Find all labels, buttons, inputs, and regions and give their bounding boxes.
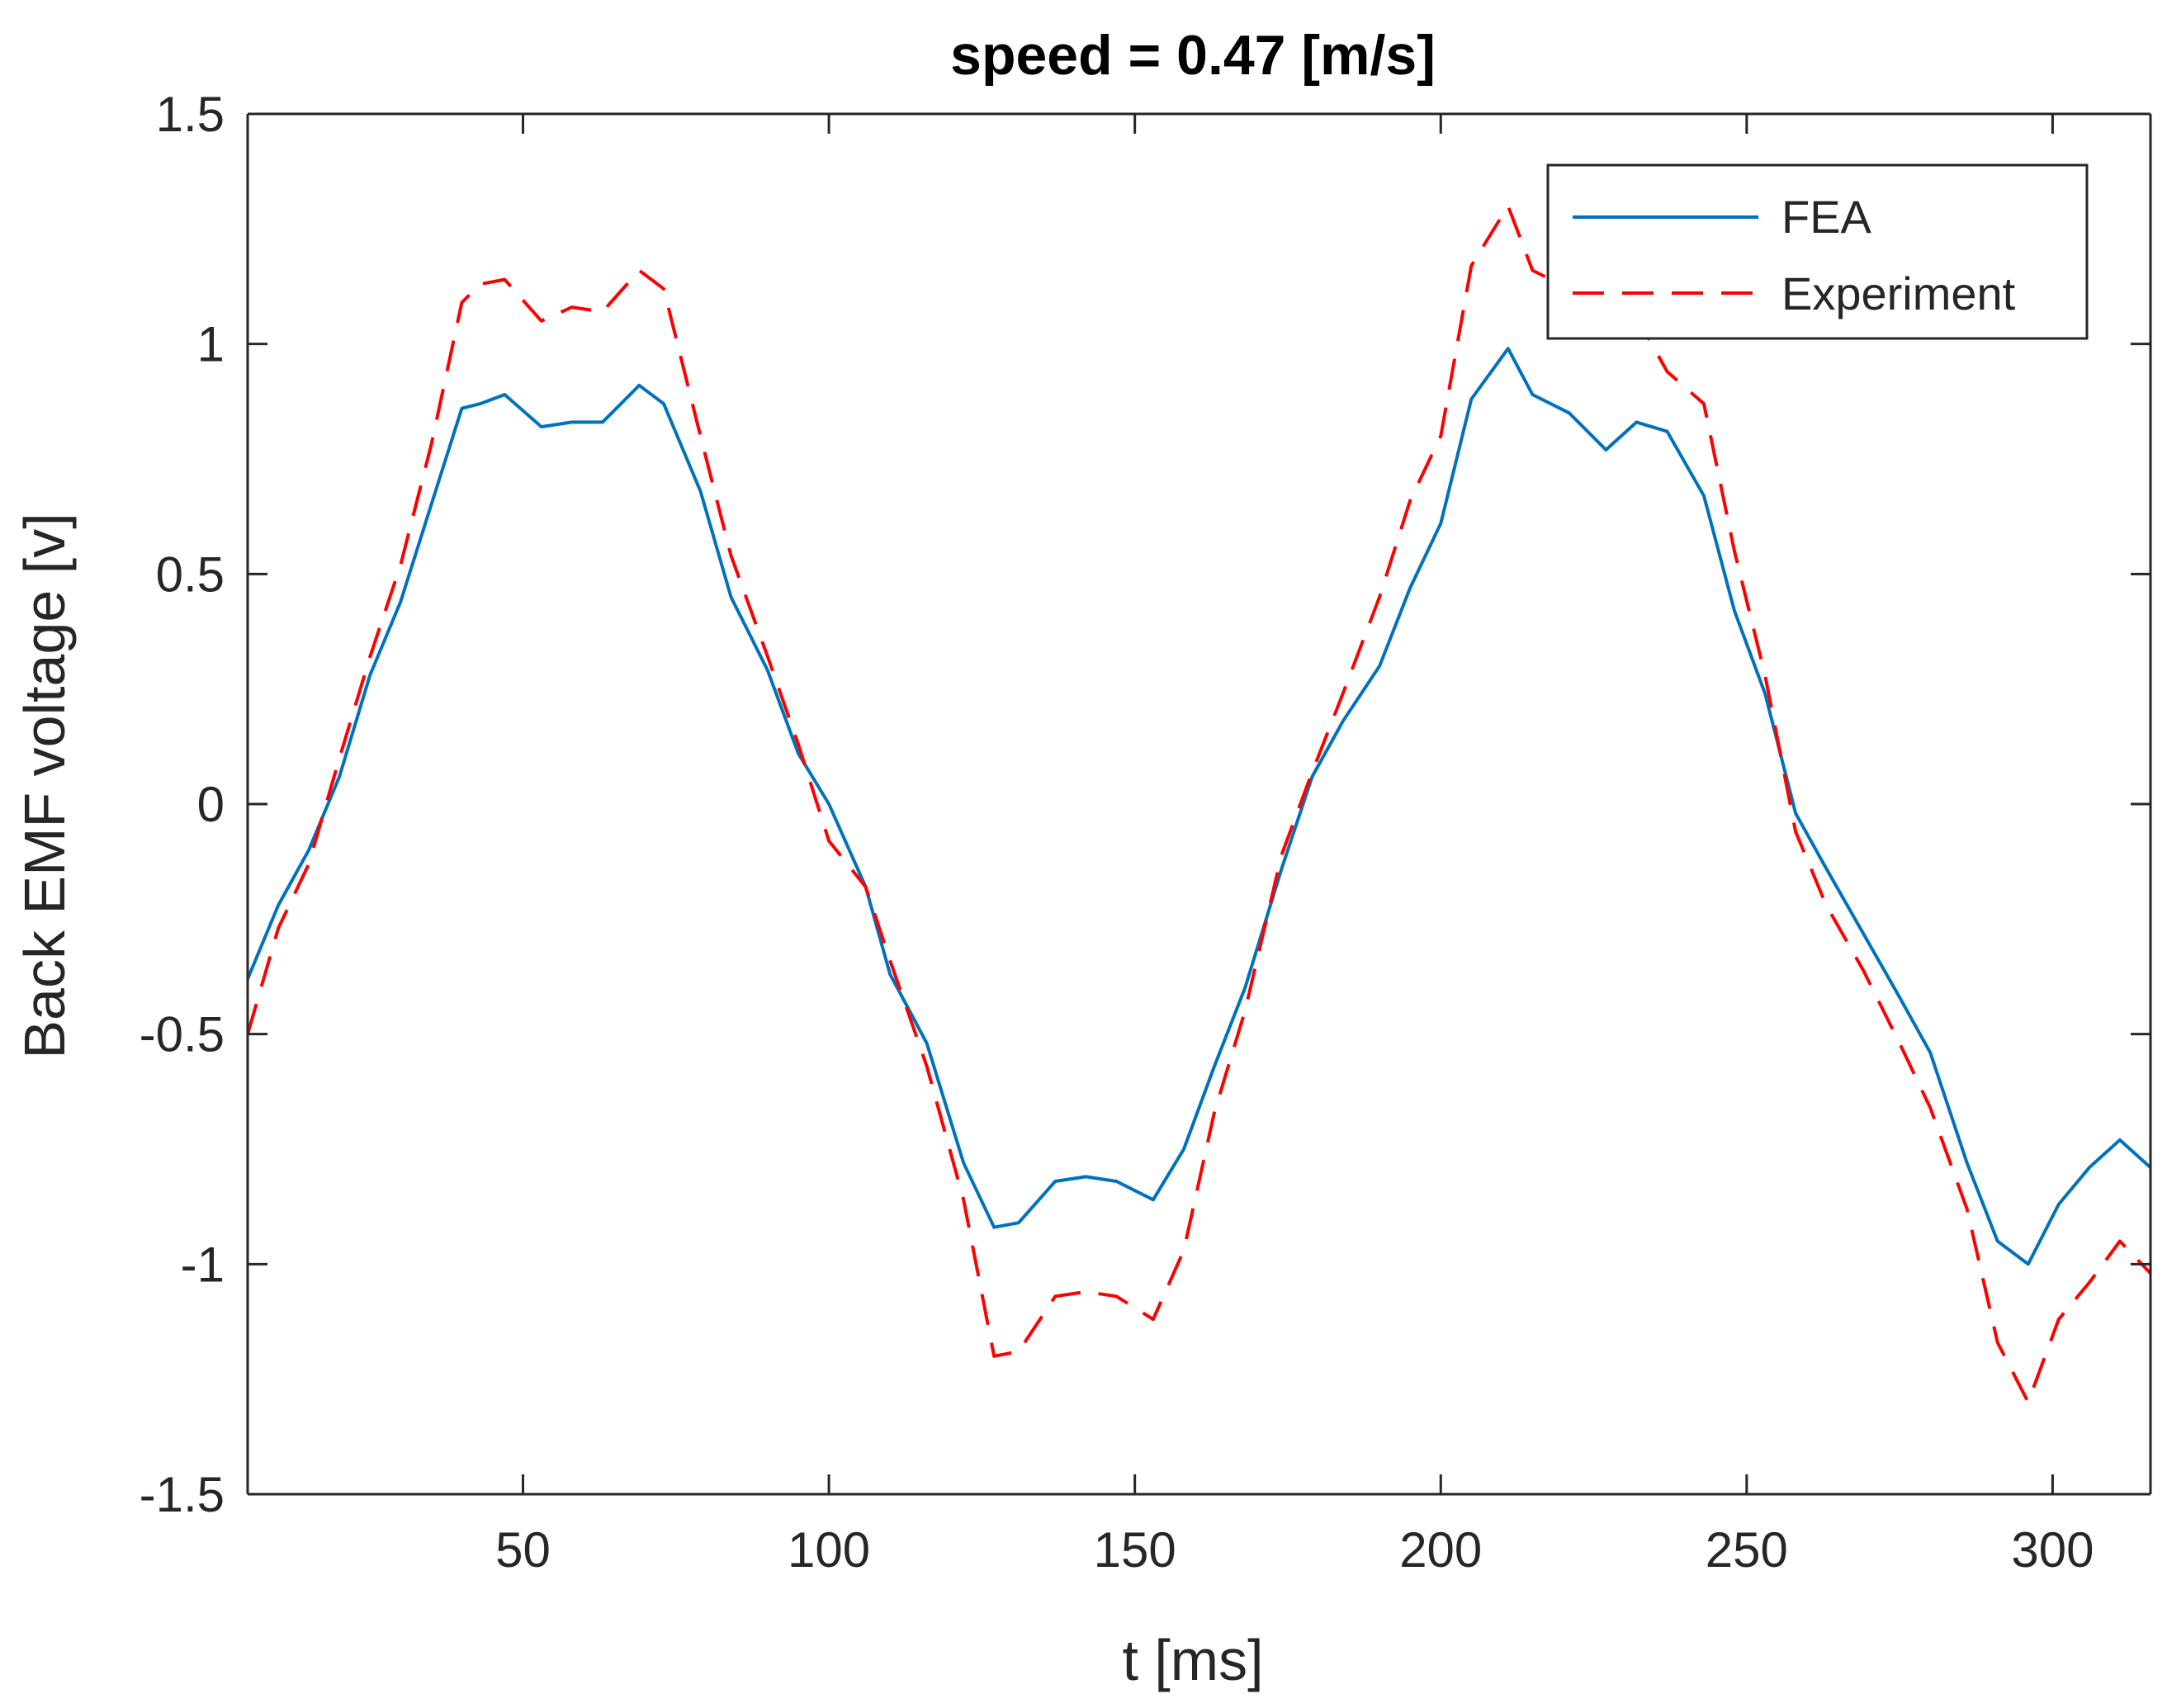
legend-box	[1546, 163, 2089, 340]
y-tick-label: 1	[197, 317, 225, 372]
x-tick-label: 50	[495, 1522, 551, 1578]
legend-label-fea: FEA	[1781, 191, 1872, 243]
series-line-experiment	[248, 204, 2150, 1404]
y-tick-label: -1	[181, 1237, 225, 1292]
y-tick-label: 1.5	[156, 87, 225, 142]
x-tick-label: 200	[1399, 1522, 1482, 1578]
y-tick-label: 0	[197, 777, 225, 832]
plot-background	[248, 114, 2150, 1494]
y-axis-label: Back EMF voltage [v]	[12, 513, 77, 1058]
x-axis-label: t [ms]	[1122, 1628, 1263, 1692]
legend-label-experiment: Experiment	[1781, 267, 2016, 319]
legend: FEA Experiment	[1546, 163, 2089, 340]
x-tick-label: 300	[2011, 1522, 2094, 1578]
y-tick-label: -0.5	[140, 1007, 225, 1062]
chart-title: speed = 0.47 [m/s]	[950, 24, 1436, 87]
y-tick-label: 0.5	[156, 546, 225, 602]
plot-area: 50 100 150 200 250 300 -1.5 -1 -0.5 0 0.5 1 1.5	[140, 87, 2152, 1578]
x-tick-label: 150	[1094, 1522, 1176, 1578]
x-tick-label: 250	[1706, 1522, 1788, 1578]
series-line-fea	[248, 347, 2150, 1266]
x-tick-label: 100	[788, 1522, 870, 1578]
y-tick-label: -1.5	[140, 1467, 225, 1522]
